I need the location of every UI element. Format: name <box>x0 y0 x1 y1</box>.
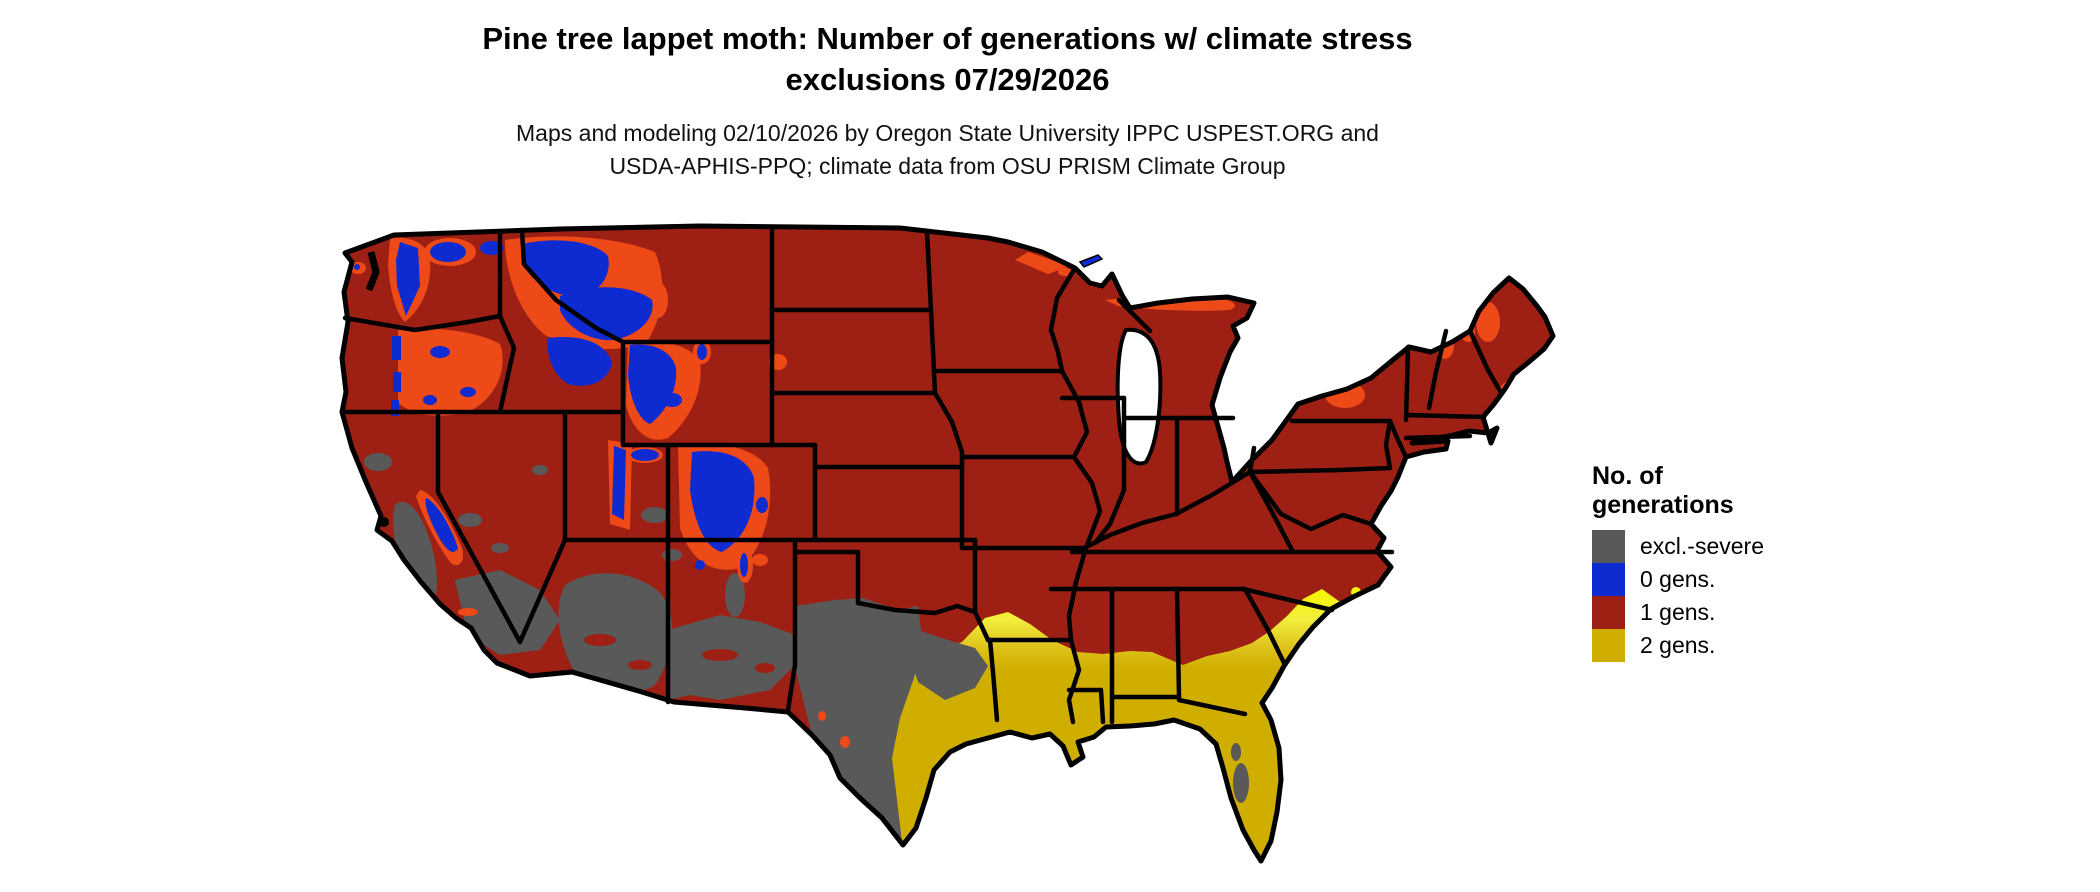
subtitle-line1: Maps and modeling 02/10/2026 by Oregon S… <box>516 120 1379 146</box>
legend-item-label: excl.-severe <box>1640 533 1764 559</box>
legend-item-label: 2 gens. <box>1640 632 1716 658</box>
region-red-speckles <box>584 634 775 673</box>
excl-severe-swatch-icon <box>1592 530 1625 563</box>
map-legend: No. of generations excl.-severe 0 gens. … <box>1592 462 1922 662</box>
two-gens-swatch-icon <box>1592 629 1625 662</box>
legend-item-0gens: 0 gens. <box>1592 563 1922 596</box>
region-0gens <box>354 240 768 577</box>
legend-title-line2: generations <box>1592 491 1734 519</box>
figure-subtitle: Maps and modeling 02/10/2026 by Oregon S… <box>335 117 1560 183</box>
region-2gens-florida-keys <box>1217 863 1269 880</box>
state-borders <box>339 225 1503 725</box>
zero-gens-swatch-icon <box>1592 563 1625 596</box>
page-title-line2: exclusions 07/29/2026 <box>785 62 1110 97</box>
figure-header: Pine tree lappet moth: Number of generat… <box>335 18 1560 183</box>
legend-item-1gens: 1 gens. <box>1592 596 1922 629</box>
subtitle-line2: USDA-APHIS-PPQ; climate data from OSU PR… <box>609 153 1286 179</box>
one-gens-swatch-icon <box>1592 596 1625 629</box>
page-title-line1: Pine tree lappet moth: Number of generat… <box>482 21 1413 56</box>
region-1gens-base <box>342 226 1553 861</box>
region-excl-severe <box>364 453 1249 842</box>
legend-rows: excl.-severe 0 gens. 1 gens. 2 gens. <box>1592 530 1922 662</box>
legend-title-line1: No. of <box>1592 462 1663 490</box>
legend-item-label: 1 gens. <box>1640 599 1716 625</box>
legend-item-label: 0 gens. <box>1640 566 1716 592</box>
region-0gens-isle-royale <box>1078 254 1104 268</box>
legend-item-2gens: 2 gens. <box>1592 629 1922 662</box>
legend-item-excl-severe: excl.-severe <box>1592 530 1922 563</box>
lake-michigan <box>1115 327 1163 466</box>
